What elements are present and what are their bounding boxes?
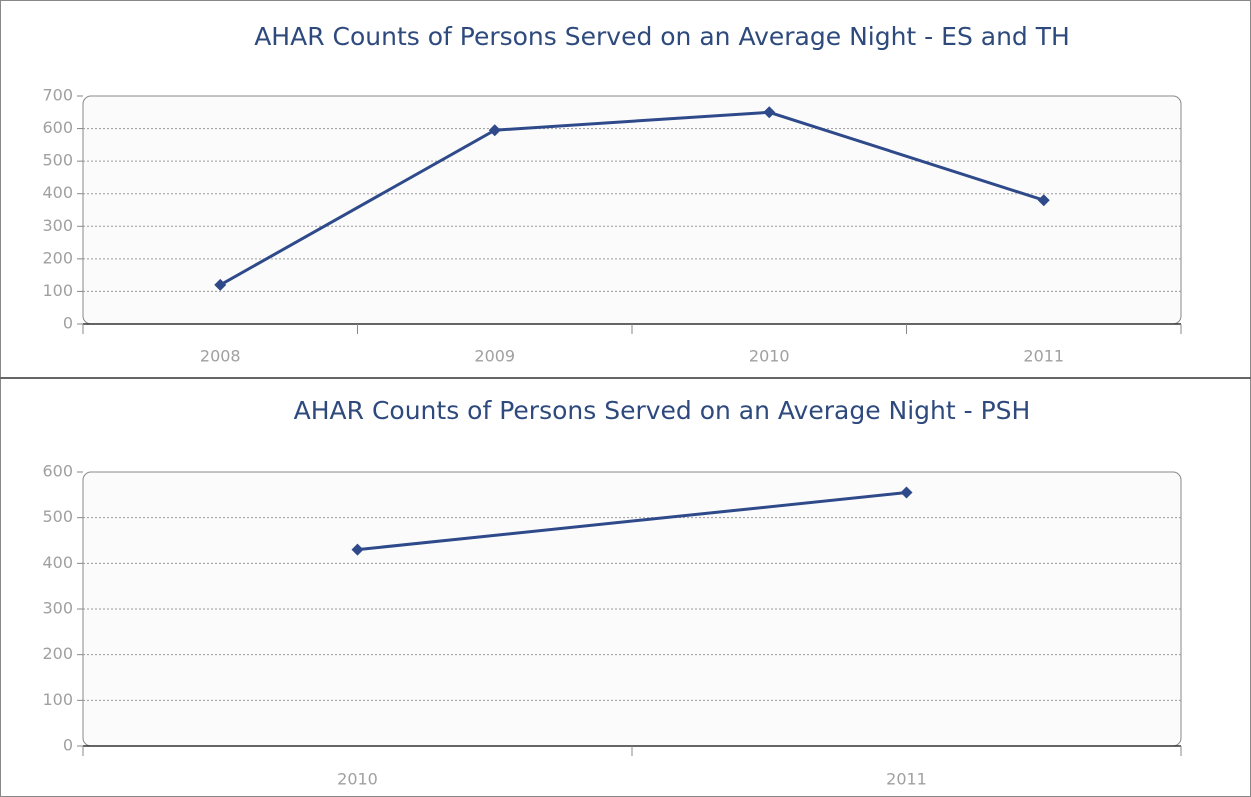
point [900, 486, 913, 499]
x-tick-label: 2009 [474, 347, 515, 366]
x-tick-label: 2011 [1023, 347, 1064, 366]
y-tick-label: 400 [42, 553, 73, 572]
y-tick-label: 0 [63, 314, 73, 333]
x-tick-label: 2010 [749, 347, 790, 366]
y-tick-label: 100 [42, 281, 73, 300]
y-tick-label: 0 [63, 736, 73, 755]
series-line [357, 491, 907, 552]
y-tick-label: 500 [42, 507, 73, 526]
point [1037, 194, 1050, 207]
chart-title: AHAR Counts of Persons Served on an Aver… [294, 396, 1031, 425]
point [214, 278, 227, 291]
point [763, 106, 776, 119]
y-tick-label: 300 [42, 599, 73, 618]
y-tick-label: 500 [42, 151, 73, 170]
y-tick-label: 600 [42, 118, 73, 137]
x-tick-label: 2010 [337, 770, 378, 789]
y-tick-label: 300 [42, 216, 73, 235]
chart-title: AHAR Counts of Persons Served on an Aver… [254, 22, 1070, 51]
plot-area [82, 95, 1182, 325]
y-tick-label: 200 [42, 248, 73, 267]
y-tick-label: 400 [42, 183, 73, 202]
x-tick-label: 2011 [886, 770, 927, 789]
x-tick-label: 2008 [200, 347, 241, 366]
y-tick-label: 600 [42, 462, 73, 481]
y-tick-label: 200 [42, 644, 73, 663]
point [351, 543, 364, 556]
y-tick-label: 100 [42, 690, 73, 709]
series-line [219, 110, 1045, 287]
y-tick-label: 700 [42, 86, 73, 105]
point [488, 124, 501, 137]
